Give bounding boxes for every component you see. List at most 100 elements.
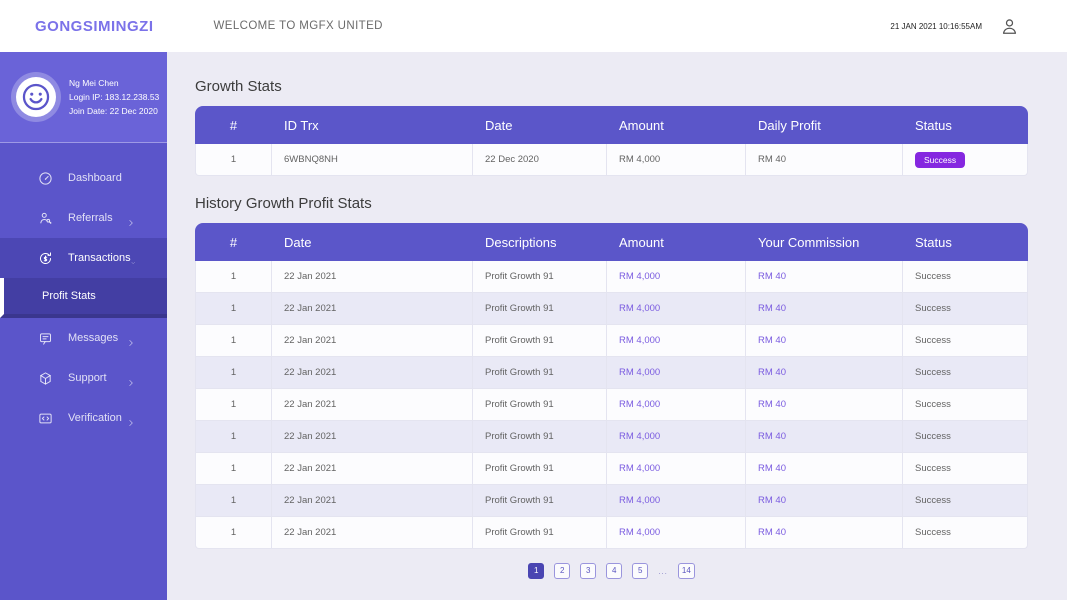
column-header: Status xyxy=(903,106,1028,144)
sidebar-item-referrals[interactable]: Referrals xyxy=(0,198,167,238)
table-row: 1 22 Jan 2021 Profit Growth 91 RM 4,000 RM 4… xyxy=(195,325,1028,357)
sidebar-item-messages[interactable]: Messages xyxy=(0,318,167,358)
sidebar-item-dashboard[interactable]: Dashboard xyxy=(0,158,167,198)
table-cell: Profit Growth 91 xyxy=(473,293,607,325)
table-cell: 22 Jan 2021 xyxy=(272,421,473,453)
pagination: 1 2 3 4 5... 14 xyxy=(195,563,1028,579)
column-header: # xyxy=(195,106,272,144)
sidebar-item-support[interactable]: Support xyxy=(0,358,167,398)
table-cell: Success xyxy=(903,325,1028,357)
sidebar-item-transactions[interactable]: Transactions xyxy=(0,238,167,278)
growth-stats-title: Growth Stats xyxy=(195,78,282,95)
status-badge: Success xyxy=(915,151,966,168)
page-button-14[interactable]: 14 xyxy=(677,563,695,579)
column-header: ID Trx xyxy=(272,106,473,144)
column-header: # xyxy=(195,223,272,261)
profile-login-ip: Login IP: 183.12.238.53 xyxy=(69,92,160,102)
sidebar-menu: Dashboard Referrals Transactions Profit Sta… xyxy=(0,158,167,438)
topbar-right: 21 JAN 2021 10:16:55AM xyxy=(890,17,1019,36)
table-cell: 22 Jan 2021 xyxy=(272,293,473,325)
table-cell: RM 40 xyxy=(746,389,903,421)
table-row: 1 22 Jan 2021 Profit Growth 91 RM 4,000 RM 4… xyxy=(195,453,1028,485)
avatar xyxy=(16,77,56,117)
table-cell: 22 Jan 2021 xyxy=(272,517,473,549)
brand-logo[interactable]: GONGSIMINGZI xyxy=(35,17,154,35)
profile-name: Ng Mei Chen xyxy=(69,78,119,88)
table-cell: 6WBNQ8NH xyxy=(272,144,473,176)
table-cell: 1 xyxy=(195,517,272,549)
page-button-3[interactable]: 3 xyxy=(580,563,597,579)
page-button-4[interactable]: 4 xyxy=(606,563,623,579)
table-cell: 22 Jan 2021 xyxy=(272,485,473,517)
table-header-row: # Date Descriptions Amount Your Commission St… xyxy=(195,223,1028,261)
table-cell: RM 40 xyxy=(746,485,903,517)
sidebar-item-label: Transactions xyxy=(68,252,131,264)
datetime-text: 21 JAN 2021 10:16:55AM xyxy=(890,21,982,31)
table-cell: RM 4,000 xyxy=(607,389,746,421)
table-cell: RM 40 xyxy=(746,144,903,176)
table-cell: Success xyxy=(903,293,1028,325)
chevron-right-icon xyxy=(127,214,135,226)
table-cell: RM 40 xyxy=(746,357,903,389)
table-cell: RM 4,000 xyxy=(607,357,746,389)
transactions-icon xyxy=(38,251,53,266)
verification-icon xyxy=(38,411,53,426)
table-cell: Profit Growth 91 xyxy=(473,357,607,389)
table-row: 1 22 Jan 2021 Profit Growth 91 RM 4,000 RM 4… xyxy=(195,485,1028,517)
table-cell: RM 4,000 xyxy=(607,485,746,517)
table-row: 1 22 Jan 2021 Profit Growth 91 RM 4,000 RM 4… xyxy=(195,357,1028,389)
sidebar-item-label: Verification xyxy=(68,412,122,424)
sidebar-item-label: Dashboard xyxy=(68,172,122,184)
chevron-right-icon xyxy=(127,334,135,346)
table-cell: 1 xyxy=(195,453,272,485)
table-row: 1 22 Jan 2021 Profit Growth 91 RM 4,000 RM 4… xyxy=(195,517,1028,549)
column-header: Amount xyxy=(607,223,746,261)
table-row: 1 22 Jan 2021 Profit Growth 91 RM 4,000 RM 4… xyxy=(195,421,1028,453)
table-cell: Success xyxy=(903,485,1028,517)
table-cell: 22 Jan 2021 xyxy=(272,453,473,485)
table-cell: RM 4,000 xyxy=(607,517,746,549)
sidebar-subitem-profit-stats[interactable]: Profit Stats xyxy=(0,278,167,318)
user-icon[interactable] xyxy=(1000,17,1019,36)
table-row: 1 22 Jan 2021 Profit Growth 91 RM 4,000 RM 4… xyxy=(195,389,1028,421)
table-cell: 1 xyxy=(195,389,272,421)
chevron-right-icon xyxy=(127,374,135,386)
column-header: Status xyxy=(903,223,1028,261)
sidebar-item-label: Messages xyxy=(68,332,119,344)
table-cell: RM 40 xyxy=(746,421,903,453)
profile-info: Ng Mei Chen Login IP: 183.12.238.53 Join… xyxy=(69,76,159,118)
page-button-2[interactable]: 2 xyxy=(554,563,571,579)
sidebar: Ng Mei Chen Login IP: 183.12.238.53 Join… xyxy=(0,52,167,600)
table-cell: RM 40 xyxy=(746,453,903,485)
table-cell: Success xyxy=(903,389,1028,421)
page-button-5[interactable]: 5 xyxy=(632,563,649,579)
table-cell: Profit Growth 91 xyxy=(473,421,607,453)
history-stats-title: History Growth Profit Stats xyxy=(195,195,372,212)
sidebar-item-verification[interactable]: Verification xyxy=(0,398,167,438)
table-row: 1 6WBNQ8NH 22 Dec 2020 RM 4,000 RM 40 Success xyxy=(195,144,1028,176)
page-button-1[interactable]: 1 xyxy=(528,563,545,579)
main-content: Growth Stats # ID Trx Date Amount Daily Prof… xyxy=(167,52,1067,600)
table-cell: RM 4,000 xyxy=(607,144,746,176)
table-cell: Profit Growth 91 xyxy=(473,261,607,293)
table-cell: RM 4,000 xyxy=(607,261,746,293)
table-cell: Profit Growth 91 xyxy=(473,453,607,485)
table-cell: 1 xyxy=(195,357,272,389)
column-header: Date xyxy=(272,223,473,261)
table-cell: 22 Dec 2020 xyxy=(473,144,607,176)
table-cell: RM 40 xyxy=(746,517,903,549)
table-cell: Profit Growth 91 xyxy=(473,485,607,517)
table-cell: 22 Jan 2021 xyxy=(272,357,473,389)
table-cell: RM 4,000 xyxy=(607,293,746,325)
table-cell: RM 4,000 xyxy=(607,421,746,453)
messages-icon xyxy=(38,331,53,346)
table-header-row: # ID Trx Date Amount Daily Profit Status xyxy=(195,106,1028,144)
table-cell: RM 40 xyxy=(746,293,903,325)
table-cell: 22 Jan 2021 xyxy=(272,261,473,293)
table-cell: Success xyxy=(903,357,1028,389)
column-header: Daily Profit xyxy=(746,106,903,144)
table-cell: 1 xyxy=(195,144,272,176)
profile-join-date: Join Date: 22 Dec 2020 xyxy=(69,106,158,116)
profile-card: Ng Mei Chen Login IP: 183.12.238.53 Join… xyxy=(0,52,167,143)
welcome-text: WELCOME TO MGFX UNITED xyxy=(213,20,383,32)
